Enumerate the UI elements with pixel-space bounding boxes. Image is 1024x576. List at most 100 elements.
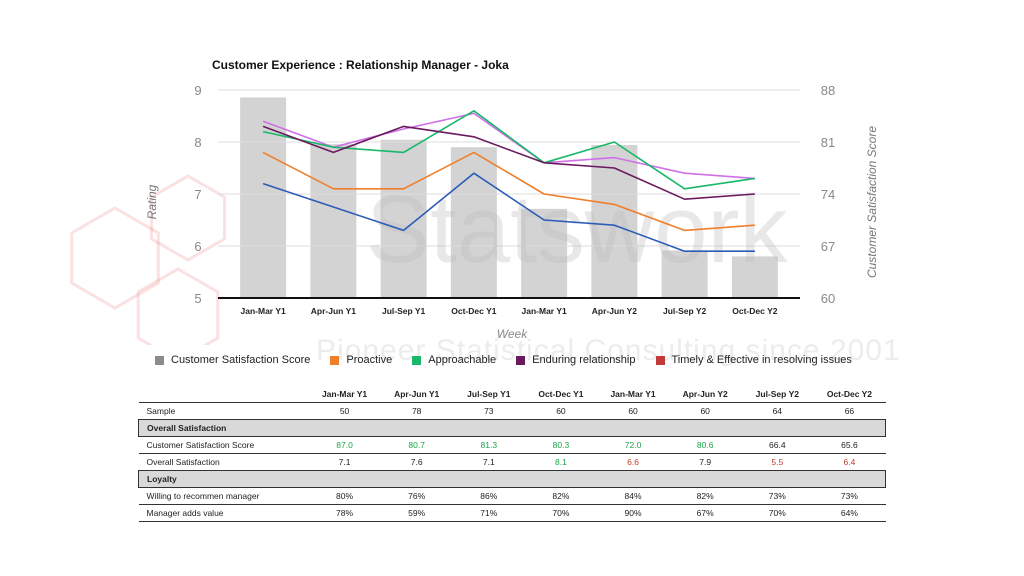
table-row: Willing to recommen manager 80% 76% 86% 82% 8…: [138, 487, 886, 505]
table-row-label: Sample: [138, 402, 309, 420]
watermark-logo: [70, 174, 226, 345]
gridlines: [218, 89, 800, 247]
table-cell: 64%: [813, 504, 886, 522]
table-cell: 65.6: [813, 436, 886, 454]
table-column-header: Oct-Dec Y1: [524, 386, 597, 403]
legend-swatch: [412, 355, 422, 365]
y-tick-left-label: 8: [194, 135, 201, 150]
table-row-label: Willing to recommen manager: [138, 487, 309, 505]
bar-css-5: [521, 208, 568, 298]
table-section-row: Overall Satisfaction: [138, 419, 886, 437]
bar-css-2: [310, 144, 357, 298]
table-column-header: Jan-Mar Y1: [597, 386, 670, 403]
x-tick-label: Jan-Mar Y1: [241, 306, 286, 316]
legend-label: Customer Satisfaction Score: [171, 354, 311, 366]
table-row: Overall Satisfaction 7.1 7.6 7.1 8.1 6.6 7.9 5.…: [138, 453, 886, 471]
table-cell: 5.5: [741, 453, 814, 471]
table-cell: 7.1: [452, 453, 525, 471]
table-cell: 80.6: [669, 436, 742, 454]
bar-css-8: [731, 256, 778, 298]
table-section-row: Loyalty: [138, 470, 886, 488]
table-cell: 70%: [524, 504, 597, 522]
legend-label: Proactive: [346, 354, 393, 366]
table-cell: 6.6: [597, 453, 670, 471]
table-cell: 80.3: [524, 436, 597, 454]
table-cell: 60: [597, 402, 670, 420]
table-cell: 60: [524, 402, 597, 420]
legend-swatch: [516, 355, 526, 365]
y-tick-left-label: 9: [194, 83, 201, 98]
table-header-row: Jan-Mar Y1 Apr-Jun Y1 Jul-Sep Y1 Oct-Dec Y1…: [138, 386, 886, 403]
bar-css-6: [591, 144, 638, 298]
bar-css-4: [450, 147, 497, 298]
series-line-proactive: [262, 151, 755, 232]
table-cell: 87.0: [308, 436, 381, 454]
table-cell: 80%: [308, 487, 381, 505]
table-cell: 78%: [308, 504, 381, 522]
x-tick-label: Apr-Jun Y1: [311, 306, 356, 316]
table-cell: 70%: [741, 504, 814, 522]
table-cell: 73%: [813, 487, 886, 505]
x-tick-label: Oct-Dec Y2: [732, 306, 777, 316]
bar-css-7: [661, 250, 708, 298]
table-section-label: Loyalty: [138, 470, 886, 488]
table-cell: 73%: [741, 487, 814, 505]
table-cell: 64: [741, 402, 814, 420]
table-column-header: Apr-Jun Y1: [380, 386, 453, 403]
table-cell: 80.7: [380, 436, 453, 454]
legend: Customer Satisfaction Score Proactive Appr…: [155, 352, 915, 368]
legend-swatch: [155, 355, 164, 365]
watermark-hexagon: [136, 267, 220, 345]
y-tick-right-label: 88: [821, 83, 835, 98]
x-axis-label: Week: [497, 327, 528, 341]
table-column-header: Apr-Jun Y2: [669, 386, 742, 403]
y-tick-right-label: 67: [821, 239, 835, 254]
legend-label: Enduring relationship: [532, 354, 636, 366]
series-line-enduring: [262, 125, 755, 200]
bar-css-1: [240, 97, 287, 298]
table-cell: 82%: [524, 487, 597, 505]
data-table: Jan-Mar Y1 Apr-Jun Y1 Jul-Sep Y1 Oct-Dec Y1…: [138, 386, 886, 522]
table-cell: 60: [669, 402, 742, 420]
y-tick-left-label: 7: [194, 187, 201, 202]
watermark-hexagon: [150, 174, 226, 262]
watermark-hexagon: [70, 206, 160, 310]
legend-swatch: [655, 355, 665, 365]
chart-title: Customer Experience : Relationship Manag…: [212, 58, 509, 72]
table-row: Sample 50 78 73 60 60 60 64 66: [138, 402, 886, 420]
table-header-blank: [138, 386, 309, 403]
y-tick-right-label: 81: [821, 135, 835, 150]
table-cell: 66: [813, 402, 886, 420]
table-cell: 7.9: [669, 453, 742, 471]
table-row-label: Customer Satisfaction Score: [138, 436, 309, 454]
y-axis-label-left: Rating: [145, 184, 159, 219]
table-cell: 90%: [597, 504, 670, 522]
legend-label: Approachable: [428, 354, 497, 366]
table-column-header: Oct-Dec Y2: [813, 386, 886, 403]
table-cell: 84%: [597, 487, 670, 505]
table-section-label: Overall Satisfaction: [138, 419, 886, 437]
table-column-header: Jan-Mar Y1: [308, 386, 381, 403]
table-cell: 86%: [452, 487, 525, 505]
table-column-header: Jul-Sep Y1: [452, 386, 525, 403]
table-cell: 76%: [380, 487, 453, 505]
y-tick-right-label: 74: [821, 187, 835, 202]
table-cell: 8.1: [524, 453, 597, 471]
table-cell: 82%: [669, 487, 742, 505]
series-line-blue: [262, 172, 755, 252]
x-tick-label: Jul-Sep Y1: [382, 306, 426, 316]
table-cell: 59%: [380, 504, 453, 522]
x-tick-label: Jul-Sep Y2: [663, 306, 707, 316]
y-tick-left-label: 5: [194, 291, 201, 306]
table-cell: 6.4: [813, 453, 886, 471]
table-cell: 73: [452, 402, 525, 420]
table-column-header: Jul-Sep Y2: [741, 386, 814, 403]
table-cell: 7.6: [380, 453, 453, 471]
table-cell: 66.4: [741, 436, 814, 454]
legend-item: Customer Satisfaction Score: [155, 354, 310, 366]
legend-item: Proactive: [330, 354, 392, 366]
table-cell: 78: [380, 402, 453, 420]
table-cell: 81.3: [452, 436, 525, 454]
table-row-label: Manager adds value: [138, 504, 309, 522]
